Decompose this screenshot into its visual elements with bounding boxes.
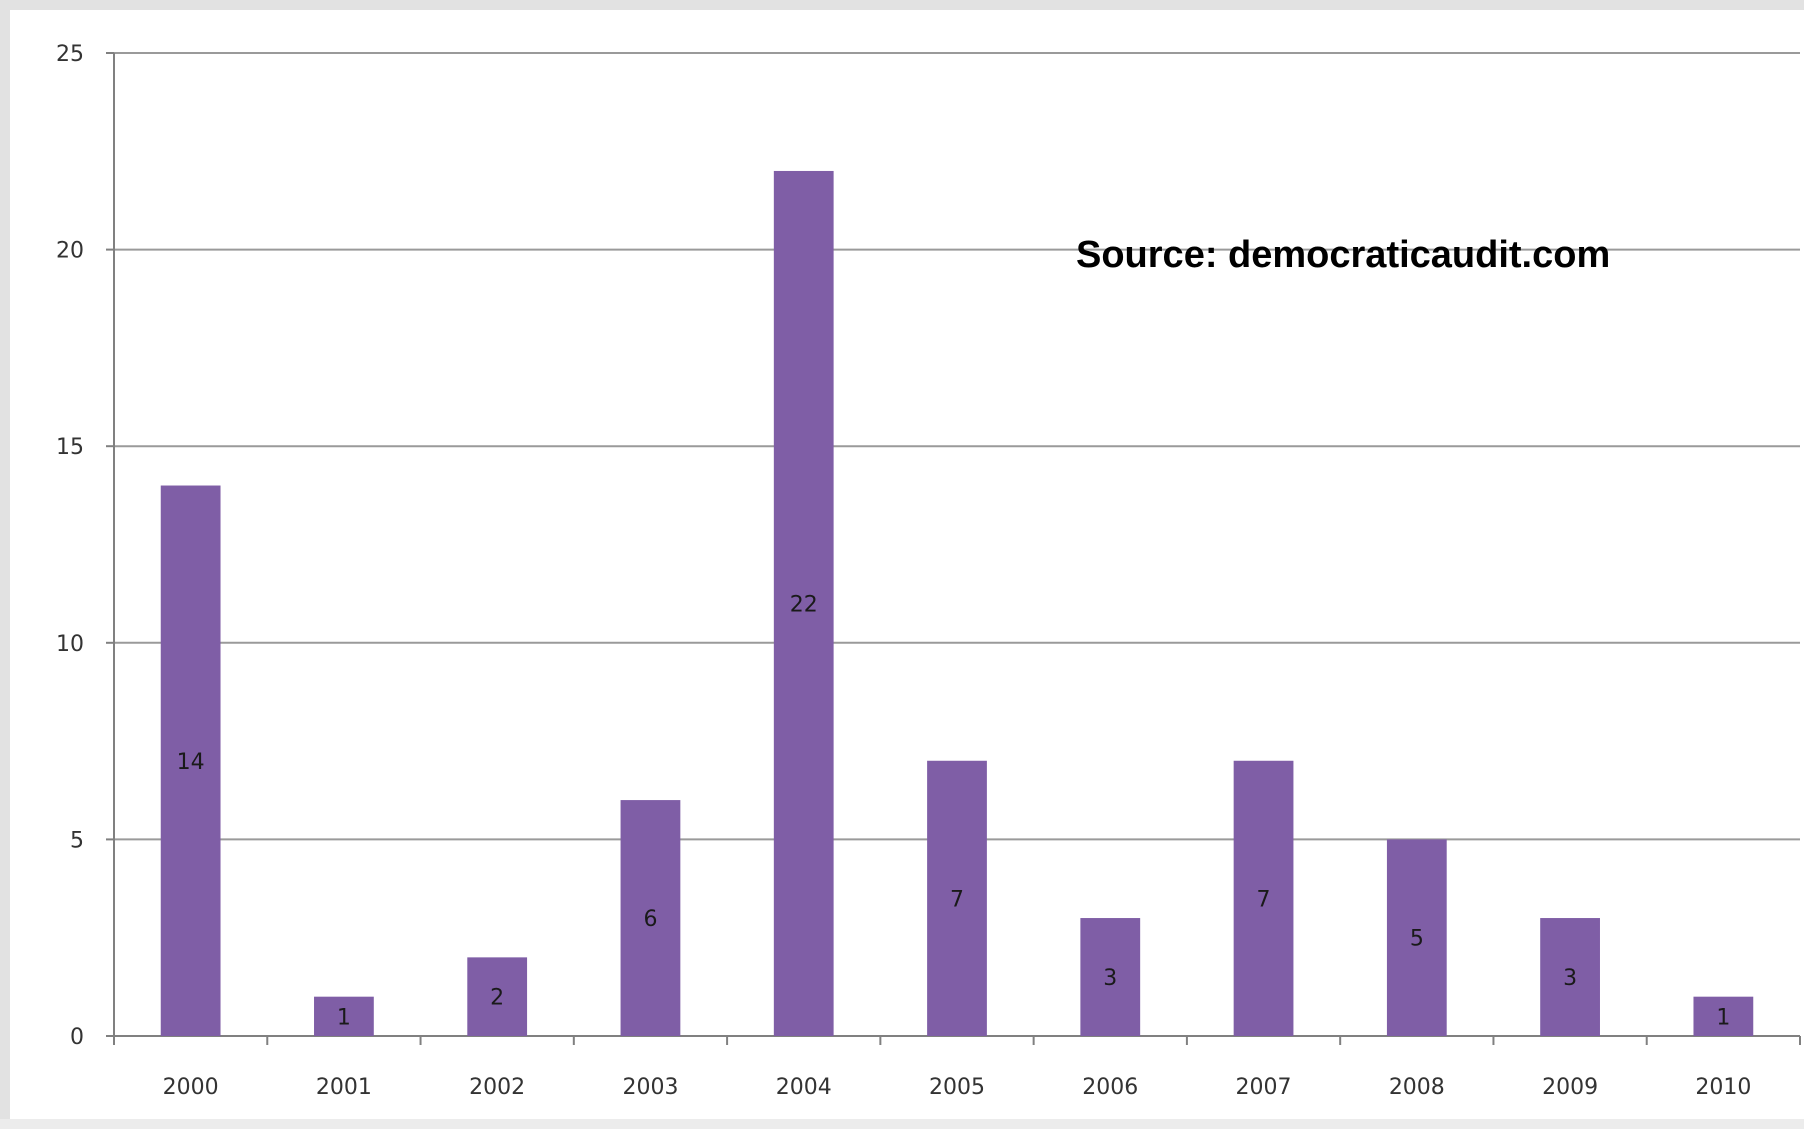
x-tick-label: 2003 (622, 1075, 678, 1100)
y-tick-label: 10 (56, 632, 84, 657)
x-tick-label: 2009 (1542, 1075, 1598, 1100)
y-tick-label: 25 (56, 42, 84, 67)
x-tick-label: 2002 (469, 1075, 525, 1100)
data-label: 7 (950, 887, 964, 912)
x-tick-labels: 2000 2001 2002 2003 2004 2005 2006 2007 2008 2009… (163, 1075, 1752, 1100)
x-tick-label: 2006 (1082, 1075, 1138, 1100)
y-tick-labels: 0 5 10 15 20 25 (56, 42, 84, 1050)
y-tick-label: 20 (56, 239, 84, 264)
data-label: 14 (177, 750, 205, 775)
x-tick-label: 2005 (929, 1075, 985, 1100)
source-annotation: Source: democraticaudit.com (1076, 234, 1610, 277)
x-tick-label: 2007 (1236, 1075, 1292, 1100)
data-label: 1 (1716, 1005, 1730, 1030)
data-label: 22 (790, 592, 818, 617)
x-tick-label: 2004 (776, 1075, 832, 1100)
data-label: 3 (1103, 966, 1117, 991)
data-label: 5 (1410, 927, 1424, 952)
x-tick-label: 2010 (1695, 1075, 1751, 1100)
y-tick-label: 15 (56, 435, 84, 460)
data-label: 1 (337, 1005, 351, 1030)
gridlines (114, 53, 1800, 839)
x-tick-label: 2008 (1389, 1075, 1445, 1100)
data-label: 6 (643, 907, 657, 932)
data-label: 3 (1563, 966, 1577, 991)
x-tick-label: 2000 (163, 1075, 219, 1100)
y-tick-label: 0 (70, 1025, 84, 1050)
data-label: 7 (1257, 887, 1271, 912)
x-tick-label: 2001 (316, 1075, 372, 1100)
data-label: 2 (490, 986, 504, 1011)
y-tick-label: 5 (70, 828, 84, 853)
